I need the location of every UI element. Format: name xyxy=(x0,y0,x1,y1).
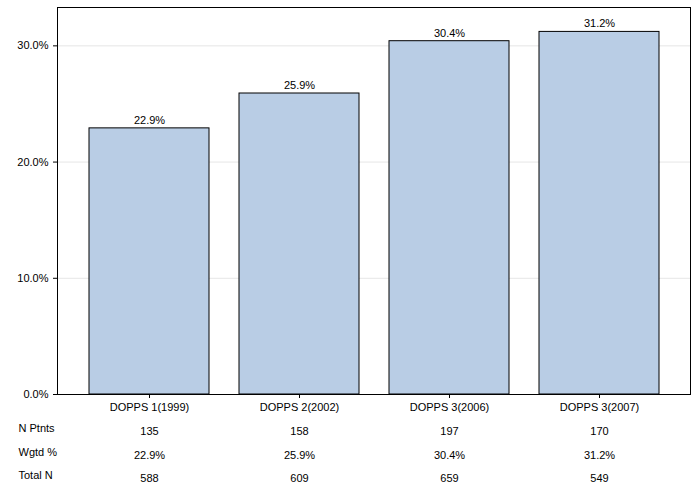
svg-text:22.9%: 22.9% xyxy=(134,449,165,461)
svg-text:0.0%: 0.0% xyxy=(23,388,48,400)
svg-text:170: 170 xyxy=(590,425,608,437)
svg-text:588: 588 xyxy=(140,472,158,484)
svg-text:30.4%: 30.4% xyxy=(434,27,465,39)
svg-text:N Ptnts: N Ptnts xyxy=(19,422,56,434)
svg-text:DOPPS 3(2007): DOPPS 3(2007) xyxy=(560,401,639,413)
svg-text:135: 135 xyxy=(140,425,158,437)
svg-text:31.2%: 31.2% xyxy=(584,449,615,461)
svg-text:DOPPS 3(2006): DOPPS 3(2006) xyxy=(410,401,489,413)
svg-text:30.4%: 30.4% xyxy=(434,449,465,461)
svg-text:25.9%: 25.9% xyxy=(284,79,315,91)
svg-text:25.9%: 25.9% xyxy=(284,449,315,461)
svg-text:158: 158 xyxy=(290,425,308,437)
svg-text:609: 609 xyxy=(290,472,308,484)
svg-text:659: 659 xyxy=(440,472,458,484)
svg-text:DOPPS 2(2002): DOPPS 2(2002) xyxy=(260,401,339,413)
svg-text:20.0%: 20.0% xyxy=(17,156,48,168)
svg-text:30.0%: 30.0% xyxy=(17,39,48,51)
svg-text:Total N: Total N xyxy=(19,469,53,481)
svg-text:10.0%: 10.0% xyxy=(17,272,48,284)
svg-text:31.2%: 31.2% xyxy=(584,17,615,29)
svg-text:22.9%: 22.9% xyxy=(134,114,165,126)
svg-text:197: 197 xyxy=(440,425,458,437)
svg-text:DOPPS 1(1999): DOPPS 1(1999) xyxy=(110,401,189,413)
svg-text:Wgtd %: Wgtd % xyxy=(19,446,58,458)
svg-text:549: 549 xyxy=(590,472,608,484)
